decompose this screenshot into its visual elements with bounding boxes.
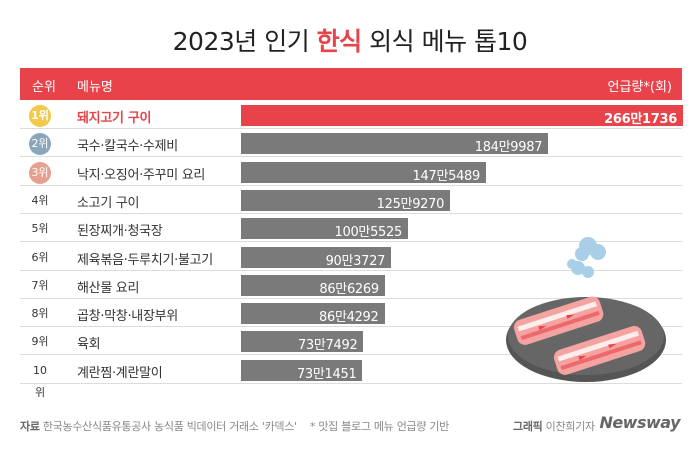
rank-badge: 6위 bbox=[31, 250, 49, 264]
bar-value-label: 147만5489 bbox=[412, 168, 481, 184]
chart-row: 6위 제육볶음·두루치기·불고기 90만3727 bbox=[20, 243, 682, 271]
bar-value-label: 184만9987 bbox=[474, 140, 543, 156]
menu-name: 해산물 요리 bbox=[77, 280, 140, 296]
chart-row: 10위 계란찜·계란말이 73만1451 bbox=[20, 356, 682, 399]
chart-row: 1위 돼지고기 구이 266만1736 bbox=[20, 101, 683, 129]
menu-name: 계란찜·계란말이 bbox=[77, 365, 163, 381]
chart-row: 4위 소고기 구이 125만9270 bbox=[20, 186, 682, 214]
graphic-credit: 그래픽 이찬희기자 bbox=[513, 418, 595, 434]
bar-value-label: 86만4292 bbox=[319, 310, 379, 326]
chart-title: 2023년 인기 한식 외식 메뉴 톱10 bbox=[0, 22, 700, 58]
bar bbox=[241, 303, 385, 325]
rank-badge: 4위 bbox=[31, 193, 49, 207]
rank-badge: 3위 bbox=[29, 161, 51, 184]
grilled-pork-belly-plate-icon bbox=[506, 237, 666, 382]
menu-name: 된장찌개·청국장 bbox=[77, 224, 163, 240]
chart-row: 9위 육회 73만7492 bbox=[20, 327, 682, 356]
bar-value-label: 86만6269 bbox=[319, 281, 379, 297]
bar-value-label: 266만1736 bbox=[604, 112, 677, 127]
chart-row: 3위 낙지·오징어·주꾸미 요리 147만5489 bbox=[20, 158, 682, 186]
bar bbox=[241, 359, 363, 381]
rank-badge: 10위 bbox=[33, 363, 47, 399]
bar-value-label: 125만9270 bbox=[376, 196, 445, 212]
title-highlight: 한식 bbox=[316, 27, 363, 56]
bar-value-label: 73만1451 bbox=[296, 366, 357, 382]
rank-badge: 1위 bbox=[29, 105, 51, 127]
table-header: 순위 메뉴명 언급량*(회) bbox=[20, 68, 682, 100]
menu-name: 제육볶음·두루치기·불고기 bbox=[77, 252, 213, 268]
chart-row: 5위 된장찌개·청국장 100만5525 bbox=[20, 214, 682, 243]
rank-badge: 8위 bbox=[31, 307, 49, 321]
footnote: * 맛집 블로그 메뉴 언급량 기반 bbox=[309, 420, 449, 433]
bar-value-label: 90만3727 bbox=[325, 253, 386, 269]
menu-name: 국수·칼국수·수제비 bbox=[77, 139, 178, 155]
menu-name: 돼지고기 구이 bbox=[77, 111, 152, 126]
bar-value-label: 100만5525 bbox=[334, 225, 403, 241]
chart-row: 7위 해산물 요리 86만6269 bbox=[20, 271, 682, 299]
bar bbox=[241, 246, 392, 268]
source-note: 자료 한국농수산식품유통공사 농식품 빅데이터 거래소 '카덱스' * 맛집 블… bbox=[20, 418, 449, 434]
menu-name: 소고기 구이 bbox=[77, 195, 140, 211]
bar bbox=[241, 189, 451, 211]
source-text: 한국농수산식품유통공사 농식품 빅데이터 거래소 '카덱스' bbox=[42, 420, 297, 433]
credit-name: 이찬희기자 bbox=[545, 420, 595, 433]
bar bbox=[241, 161, 486, 183]
rank-badge: 2위 bbox=[29, 133, 51, 156]
rank-badge: 5위 bbox=[31, 222, 49, 236]
header-unit-label: 언급량*(회) bbox=[607, 80, 672, 95]
bar bbox=[241, 218, 408, 240]
rank-badge: 7위 bbox=[31, 278, 49, 292]
credit-label: 그래픽 bbox=[513, 420, 543, 433]
bar bbox=[241, 133, 549, 155]
menu-name: 곱창·막창·내장부위 bbox=[77, 309, 178, 325]
title-text-after: 외식 메뉴 톱10 bbox=[361, 27, 528, 56]
menu-name: 육회 bbox=[77, 337, 101, 353]
rank-badge: 9위 bbox=[31, 335, 49, 349]
menu-name: 낙지·오징어·주꾸미 요리 bbox=[77, 167, 206, 183]
bar bbox=[241, 105, 683, 126]
publisher-logo: Newsway bbox=[599, 413, 680, 432]
bar-value-label: 73만7492 bbox=[297, 338, 358, 354]
header-menu-label: 메뉴명 bbox=[77, 80, 113, 95]
source-label: 자료 bbox=[20, 420, 40, 433]
chart-row: 8위 곱창·막창·내장부위 86만4292 bbox=[20, 299, 682, 328]
bar bbox=[241, 274, 385, 296]
bar bbox=[241, 331, 364, 353]
header-rank-label: 순위 bbox=[32, 80, 56, 95]
title-text-before: 2023년 인기 bbox=[172, 27, 317, 56]
chart-row: 2위 국수·칼국수·수제비 184만9987 bbox=[20, 129, 682, 158]
